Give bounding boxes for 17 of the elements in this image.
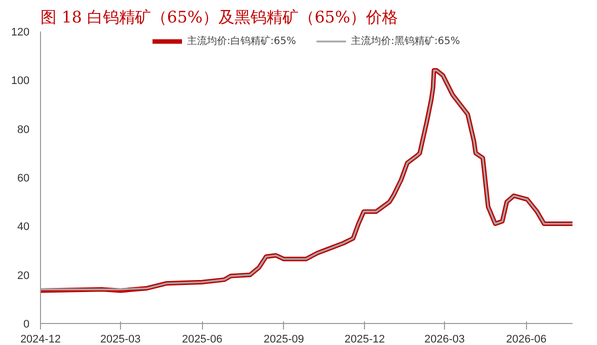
chart-title: 图 18 白钨精矿（65%）及黑钨精矿（65%）价格 bbox=[40, 8, 398, 26]
y-tick-label: 0 bbox=[23, 318, 30, 330]
x-tick-label: 2026-03 bbox=[424, 334, 465, 345]
y-tick-label: 100 bbox=[11, 75, 30, 88]
y-tick-label: 80 bbox=[17, 124, 30, 136]
x-tick-label: 2026-06 bbox=[506, 334, 547, 345]
y-tick-label: 120 bbox=[11, 26, 30, 38]
y-tick-label: 60 bbox=[17, 172, 30, 184]
x-tick-label: 2025-06 bbox=[182, 334, 222, 345]
x-tick-label: 2024-12 bbox=[20, 334, 61, 345]
y-tick-label: 20 bbox=[17, 270, 30, 282]
x-tick-label: 2025-03 bbox=[100, 334, 141, 345]
legend-label: 主流均价:黑钨精矿:65% bbox=[351, 34, 460, 48]
legend-label: 主流均价:白钨精矿:65% bbox=[187, 34, 296, 48]
x-tick-label: 2025-09 bbox=[264, 334, 304, 345]
x-tick-label: 2025-12 bbox=[344, 334, 385, 345]
y-tick-label: 40 bbox=[17, 221, 30, 234]
